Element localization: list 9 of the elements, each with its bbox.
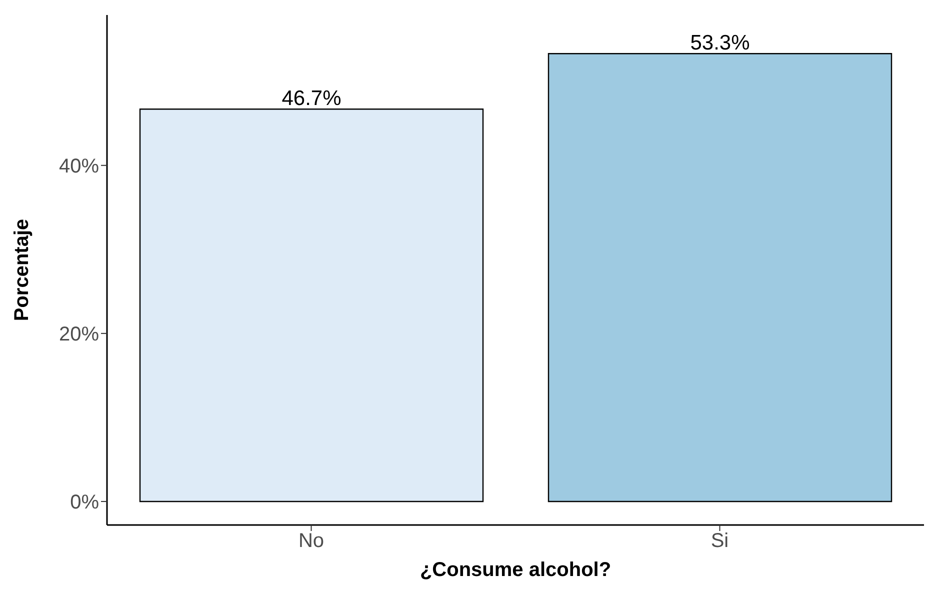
data-label: 46.7% — [282, 87, 342, 110]
y-tick-label: 20% — [58, 324, 100, 346]
x-tick-label: No — [298, 530, 324, 552]
y-tick-label: 40% — [58, 155, 100, 178]
y-tick-label: 0% — [70, 492, 100, 514]
x-axis-title: ¿Consume alcohol? — [420, 559, 612, 581]
data-label: 53.3% — [690, 32, 750, 55]
x-tick-label: Si — [710, 530, 729, 552]
y-axis-title: Porcentaje — [11, 218, 33, 322]
